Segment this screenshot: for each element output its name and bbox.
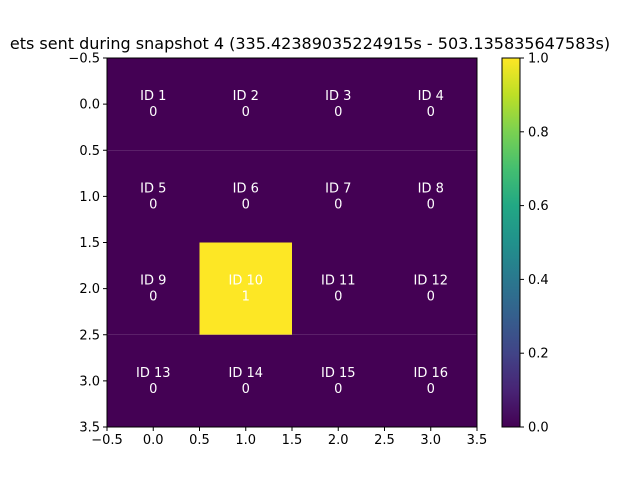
cell-id-label: ID 7 [325,181,351,196]
colorbar-tick-label: 1.0 [528,52,549,67]
cell-id-label: ID 12 [413,274,448,289]
cell-id-label: ID 11 [321,274,356,289]
heatmap-cell [384,242,477,335]
cell-id-label: ID 5 [140,181,166,196]
heatmap-cell [199,58,292,151]
x-tick-label: 3.5 [467,433,488,448]
heatmap-cell [107,58,200,151]
x-tick-label: 0.0 [143,433,164,448]
cell-value-label: 0 [427,105,435,120]
colorbar-axis: 0.0 0.2 0.4 0.6 0.8 1.0 [520,52,549,436]
colorbar [501,57,521,428]
heatmap-cell [199,334,292,427]
cell-value-label: 0 [149,382,157,397]
x-tick-label: 1.5 [282,433,303,448]
heatmap-cell [292,58,385,151]
y-tick-label: 3.5 [79,421,100,436]
x-tick-label: 1.0 [235,433,256,448]
cell-value-label: 0 [242,382,250,397]
cell-value-label: 0 [427,197,435,212]
chart-title: ets sent during snapshot 4 (335.42389035… [10,34,610,53]
cell-value-label: 0 [242,105,250,120]
heatmap-cell [107,150,200,243]
cell-value-label: 0 [334,382,342,397]
cell-value-label: 0 [427,382,435,397]
cell-id-label: ID 14 [228,366,263,381]
x-axis: −0.5 0.0 0.5 1.0 1.5 2.0 2.5 3.0 3.5 [91,427,487,448]
cell-value-label: 0 [149,105,157,120]
heatmap-cell [292,242,385,335]
y-tick-label: 3.0 [79,374,100,389]
cell-id-label: ID 2 [233,89,259,104]
x-tick-label: 0.5 [189,433,210,448]
heatmap-cell [292,150,385,243]
cell-value-label: 0 [149,197,157,212]
heatmap-cell [384,334,477,427]
x-tick-label: 3.0 [420,433,441,448]
cell-value-label: 0 [334,290,342,305]
heatmap-cell [384,150,477,243]
cell-value-label: 0 [334,105,342,120]
cell-id-label: ID 9 [140,274,166,289]
heatmap-cell [199,150,292,243]
cell-id-label: ID 3 [325,89,351,104]
cell-value-label: 0 [242,197,250,212]
x-tick-label: 2.5 [374,433,395,448]
cell-value-label: 1 [242,290,250,305]
y-tick-label: 2.0 [79,282,100,297]
x-tick-label: 2.0 [328,433,349,448]
cell-id-label: ID 10 [228,274,263,289]
cell-id-label: ID 15 [321,366,356,381]
cell-id-label: ID 8 [418,181,444,196]
heatmap-cell [199,242,292,335]
colorbar-tick-label: 0.4 [528,273,549,288]
cell-value-label: 0 [427,290,435,305]
y-tick-label: −0.5 [68,52,100,67]
cell-id-label: ID 6 [233,181,259,196]
cell-id-label: ID 1 [140,89,166,104]
cell-value-label: 0 [334,197,342,212]
y-tick-label: 1.0 [79,190,100,205]
heatmap-cell [107,334,200,427]
colorbar-tick-label: 0.8 [528,125,549,140]
y-tick-label: 0.0 [79,98,100,113]
heatmap-cell [292,334,385,427]
cell-id-label: ID 16 [413,366,448,381]
heatmap-cell [384,58,477,151]
y-tick-label: 1.5 [79,236,100,251]
colorbar-tick-label: 0.6 [528,199,549,214]
heatmap-cells [107,58,477,427]
colorbar-tick-label: 0.0 [528,421,549,436]
y-tick-label: 2.5 [79,328,100,343]
cell-value-label: 0 [149,290,157,305]
cell-id-label: ID 13 [136,366,171,381]
colorbar-tick-label: 0.2 [528,347,549,362]
y-axis: −0.5 0.0 0.5 1.0 1.5 2.0 2.5 3.0 3.5 [68,52,107,436]
cell-id-label: ID 4 [418,89,444,104]
x-tick-label: −0.5 [91,433,123,448]
heatmap-cell [107,242,200,335]
y-tick-label: 0.5 [79,144,100,159]
